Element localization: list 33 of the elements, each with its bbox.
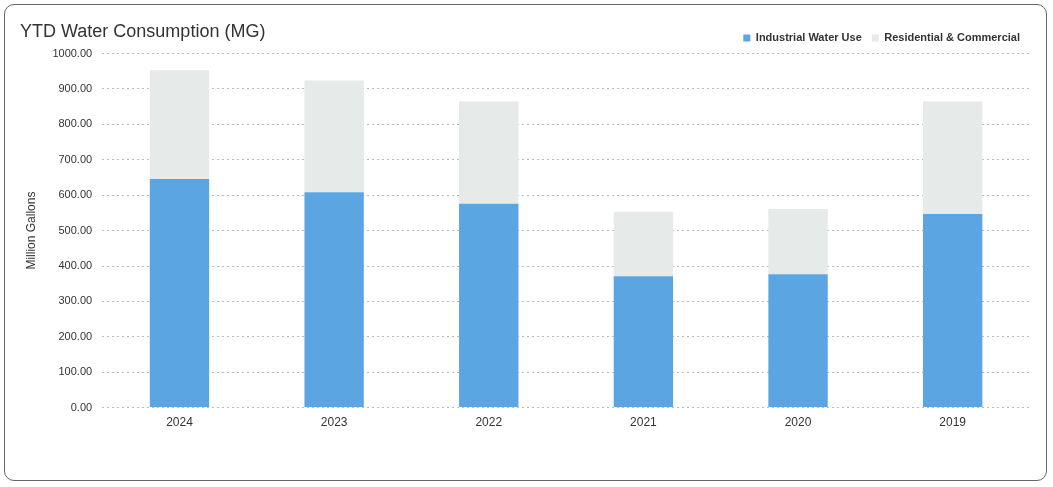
y-tick-label: 700.00 [58,152,93,165]
y-tick-label: 300.00 [58,294,93,307]
bar [613,276,674,408]
y-tick-label: 100.00 [58,365,93,378]
bar [768,209,828,275]
x-tick-label: 2024 [166,415,194,430]
x-tick-label: 2021 [630,415,658,430]
legend-label: Industrial Water Use [755,31,862,44]
bar [304,192,364,408]
y-tick-label: 200.00 [58,329,93,342]
bar [459,101,519,204]
y-tick-label: 0.00 [70,400,93,413]
x-tick-label: 2019 [939,415,967,430]
bar [613,211,674,277]
bar [768,274,828,408]
bar [149,178,210,408]
bar [922,213,983,408]
x-tick-label: 2022 [475,415,503,430]
y-axis-title: Million Gallons [23,191,38,270]
bar [459,203,519,408]
y-tick-label: 600.00 [58,188,93,201]
y-tick-label: 800.00 [58,117,93,130]
chart-title: YTD Water Consumption (MG) [20,20,266,41]
bar [149,70,210,179]
x-tick-label: 2023 [320,415,348,430]
bar [304,80,364,193]
x-tick-label: 2020 [784,415,812,430]
y-tick-label: 500.00 [58,223,93,236]
y-tick-label: 900.00 [58,82,93,95]
y-tick-label: 1000.00 [52,46,93,59]
bar [922,101,983,214]
y-tick-label: 400.00 [58,259,93,272]
legend-label: Residential & Commercial [884,31,1021,44]
